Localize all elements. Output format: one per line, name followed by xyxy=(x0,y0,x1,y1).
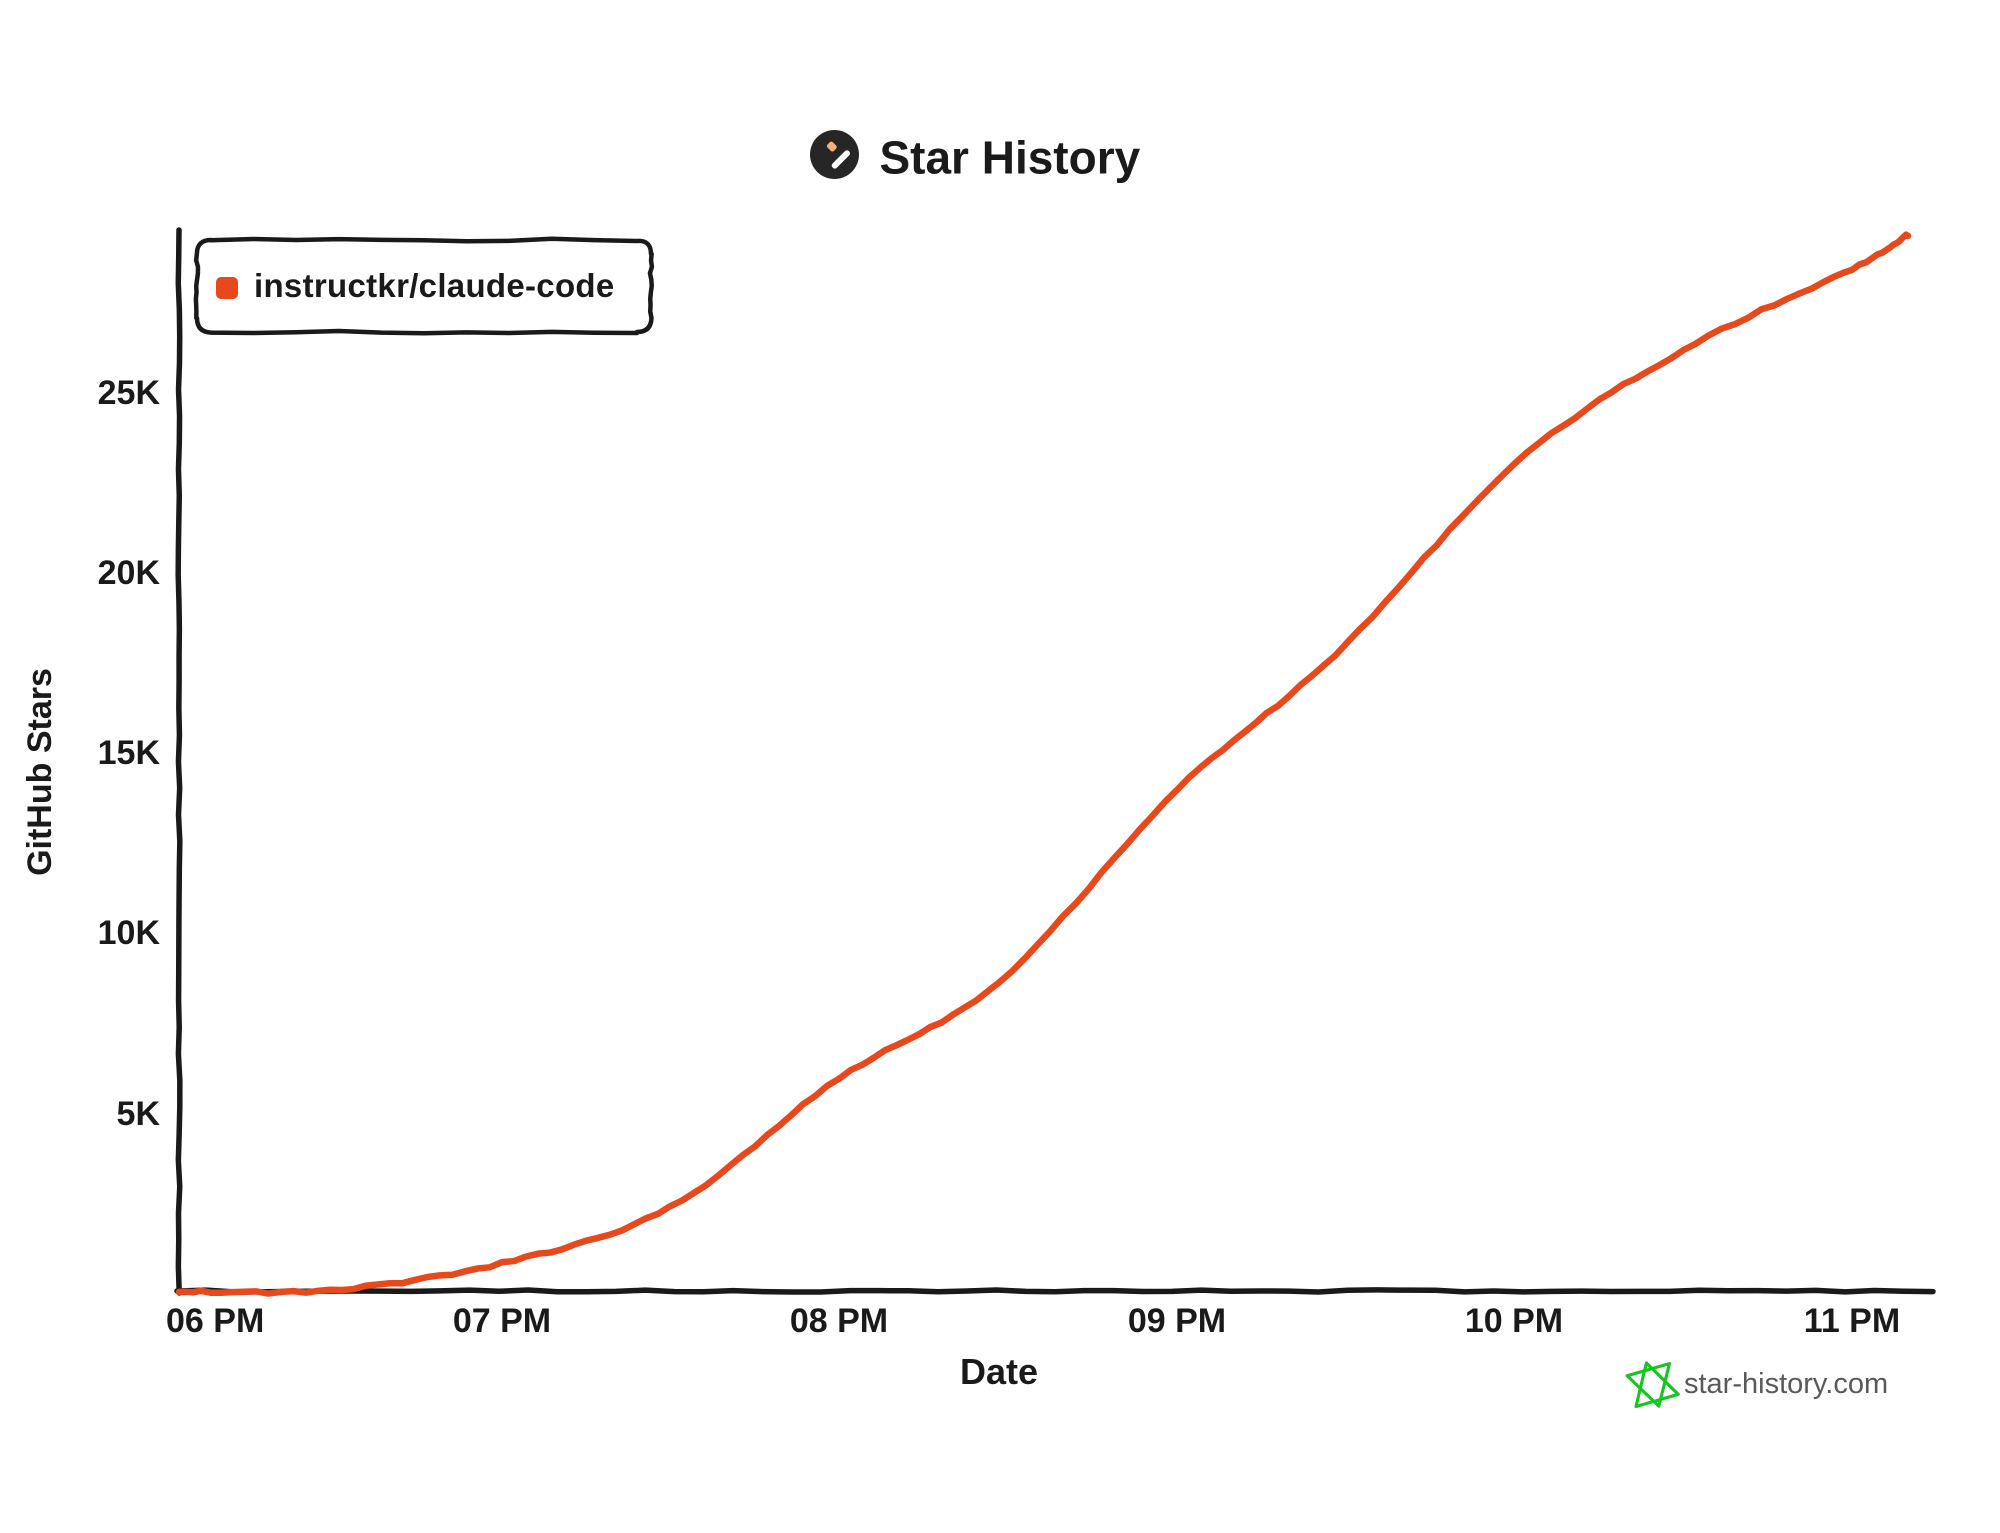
svg-text:07 PM: 07 PM xyxy=(453,1302,551,1340)
svg-text:10K: 10K xyxy=(98,914,161,952)
svg-text:20K: 20K xyxy=(98,554,161,592)
svg-text:Date: Date xyxy=(960,1351,1038,1392)
svg-text:15K: 15K xyxy=(98,734,161,772)
svg-text:06 PM: 06 PM xyxy=(166,1302,264,1340)
svg-text:08 PM: 08 PM xyxy=(790,1302,888,1340)
svg-text:GitHub Stars: GitHub Stars xyxy=(21,668,59,876)
svg-text:25K: 25K xyxy=(98,374,161,412)
svg-text:10 PM: 10 PM xyxy=(1465,1302,1563,1340)
svg-text:5K: 5K xyxy=(117,1095,161,1133)
svg-text:09 PM: 09 PM xyxy=(1128,1302,1226,1340)
svg-text:11 PM: 11 PM xyxy=(1804,1302,1900,1340)
